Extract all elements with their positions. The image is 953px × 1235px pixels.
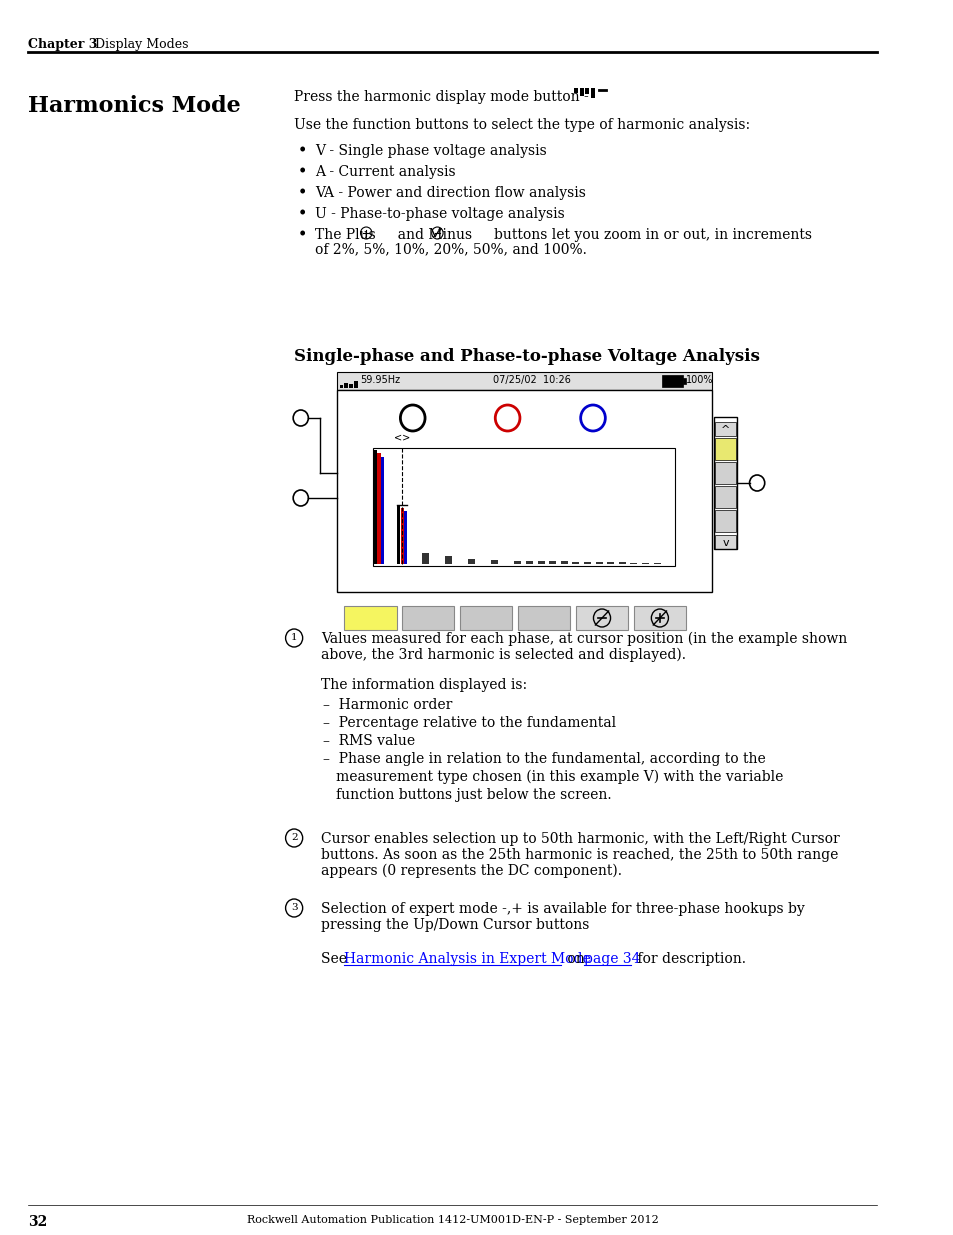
Text: page 34: page 34 <box>583 952 639 966</box>
Bar <box>336 372 711 390</box>
Bar <box>517 606 570 630</box>
Bar <box>374 450 376 564</box>
Circle shape <box>300 147 305 152</box>
Bar <box>344 606 396 630</box>
Bar <box>459 606 512 630</box>
Bar <box>380 457 384 564</box>
Bar <box>549 561 556 564</box>
Text: –  RMS value: – RMS value <box>322 734 415 748</box>
Bar <box>377 453 380 564</box>
Text: Single-phase and Phase-to-phase Voltage Analysis: Single-phase and Phase-to-phase Voltage … <box>294 348 760 366</box>
Bar <box>421 552 428 564</box>
Bar <box>396 505 400 564</box>
Bar <box>491 559 497 564</box>
Text: The information displayed is:: The information displayed is: <box>320 678 526 692</box>
Text: VA - Power and direction flow analysis: VA - Power and direction flow analysis <box>314 186 585 200</box>
Circle shape <box>300 189 305 194</box>
Bar <box>354 382 357 388</box>
Bar <box>444 556 452 564</box>
Bar <box>468 559 475 564</box>
Text: on: on <box>562 952 588 966</box>
Text: –  Phase angle in relation to the fundamental, according to the: – Phase angle in relation to the fundame… <box>322 752 764 766</box>
Text: –  Harmonic order: – Harmonic order <box>322 698 452 713</box>
Bar <box>400 508 403 564</box>
Bar <box>525 561 533 564</box>
Bar <box>344 383 348 388</box>
Bar <box>661 375 682 387</box>
Bar <box>607 562 614 564</box>
Text: Display Modes: Display Modes <box>94 38 188 51</box>
Bar <box>576 606 627 630</box>
Text: Harmonic Analysis in Expert Mode: Harmonic Analysis in Expert Mode <box>344 952 591 966</box>
Circle shape <box>300 168 305 173</box>
Bar <box>715 462 736 484</box>
Text: Cursor enables selection up to 50th harmonic, with the Left/Right Cursor: Cursor enables selection up to 50th harm… <box>320 832 839 846</box>
Text: <>: <> <box>394 432 410 442</box>
Bar <box>618 562 625 564</box>
Text: Values measured for each phase, at cursor position (in the example shown: Values measured for each phase, at curso… <box>320 632 846 646</box>
Bar <box>514 561 521 564</box>
Bar <box>583 562 591 564</box>
Bar <box>682 378 685 384</box>
Text: for description.: for description. <box>632 952 745 966</box>
Text: pressing the Up/Down Cursor buttons: pressing the Up/Down Cursor buttons <box>320 918 588 932</box>
Text: 100%: 100% <box>685 375 713 385</box>
Bar <box>373 448 674 566</box>
Bar <box>404 510 407 564</box>
Text: U - Phase-to-phase voltage analysis: U - Phase-to-phase voltage analysis <box>314 207 564 221</box>
Bar <box>715 487 736 508</box>
Bar <box>630 563 637 564</box>
Text: Harmonics Mode: Harmonics Mode <box>29 95 241 117</box>
Text: of 2%, 5%, 10%, 20%, 50%, and 100%.: of 2%, 5%, 10%, 20%, 50%, and 100%. <box>314 242 586 256</box>
Text: 1: 1 <box>291 634 297 642</box>
Text: above, the 3rd harmonic is selected and displayed).: above, the 3rd harmonic is selected and … <box>320 648 685 662</box>
Text: ^: ^ <box>720 425 730 435</box>
Text: buttons. As soon as the 25th harmonic is reached, the 25th to 50th range: buttons. As soon as the 25th harmonic is… <box>320 848 837 862</box>
Text: appears (0 represents the DC component).: appears (0 represents the DC component). <box>320 864 621 878</box>
Bar <box>633 606 685 630</box>
Bar <box>402 606 454 630</box>
Text: 59.95Hz: 59.95Hz <box>360 375 400 385</box>
Bar <box>537 561 544 564</box>
Text: Selection of expert mode -,+ is available for three-phase hookups by: Selection of expert mode -,+ is availabl… <box>320 902 803 916</box>
Bar <box>560 562 567 564</box>
Text: A - Current analysis: A - Current analysis <box>314 165 456 179</box>
Bar <box>336 390 711 592</box>
Bar <box>715 438 736 459</box>
Bar <box>572 562 578 564</box>
Bar <box>585 88 589 94</box>
Text: –  Percentage relative to the fundamental: – Percentage relative to the fundamental <box>322 716 615 730</box>
Text: v: v <box>721 538 728 548</box>
Bar <box>715 422 736 436</box>
Bar <box>574 88 578 93</box>
Text: See: See <box>320 952 351 966</box>
Bar <box>715 510 736 532</box>
Bar <box>339 385 343 388</box>
Bar <box>591 88 595 98</box>
Text: Use the function buttons to select the type of harmonic analysis:: Use the function buttons to select the t… <box>294 119 749 132</box>
Circle shape <box>300 210 305 215</box>
Text: 07/25/02  10:26: 07/25/02 10:26 <box>493 375 571 385</box>
Text: V - Single phase voltage analysis: V - Single phase voltage analysis <box>314 144 546 158</box>
Text: 2: 2 <box>291 834 297 842</box>
Bar <box>595 562 602 564</box>
Text: Rockwell Automation Publication 1412-UM001D-EN-P - September 2012: Rockwell Automation Publication 1412-UM0… <box>247 1215 658 1225</box>
Bar <box>715 535 736 550</box>
Text: measurement type chosen (in this example V) with the variable: measurement type chosen (in this example… <box>335 769 782 784</box>
Text: 32: 32 <box>29 1215 48 1229</box>
Text: The Plus     and Minus     buttons let you zoom in or out, in increments: The Plus and Minus buttons let you zoom … <box>314 228 811 242</box>
Text: Chapter 3: Chapter 3 <box>29 38 98 51</box>
Bar <box>579 88 583 96</box>
Circle shape <box>300 231 305 236</box>
Text: function buttons just below the screen.: function buttons just below the screen. <box>335 788 611 802</box>
Bar <box>349 384 353 388</box>
Bar <box>714 417 737 550</box>
Text: Press the harmonic display mode button -: Press the harmonic display mode button - <box>294 90 588 104</box>
Text: 3: 3 <box>291 904 297 913</box>
